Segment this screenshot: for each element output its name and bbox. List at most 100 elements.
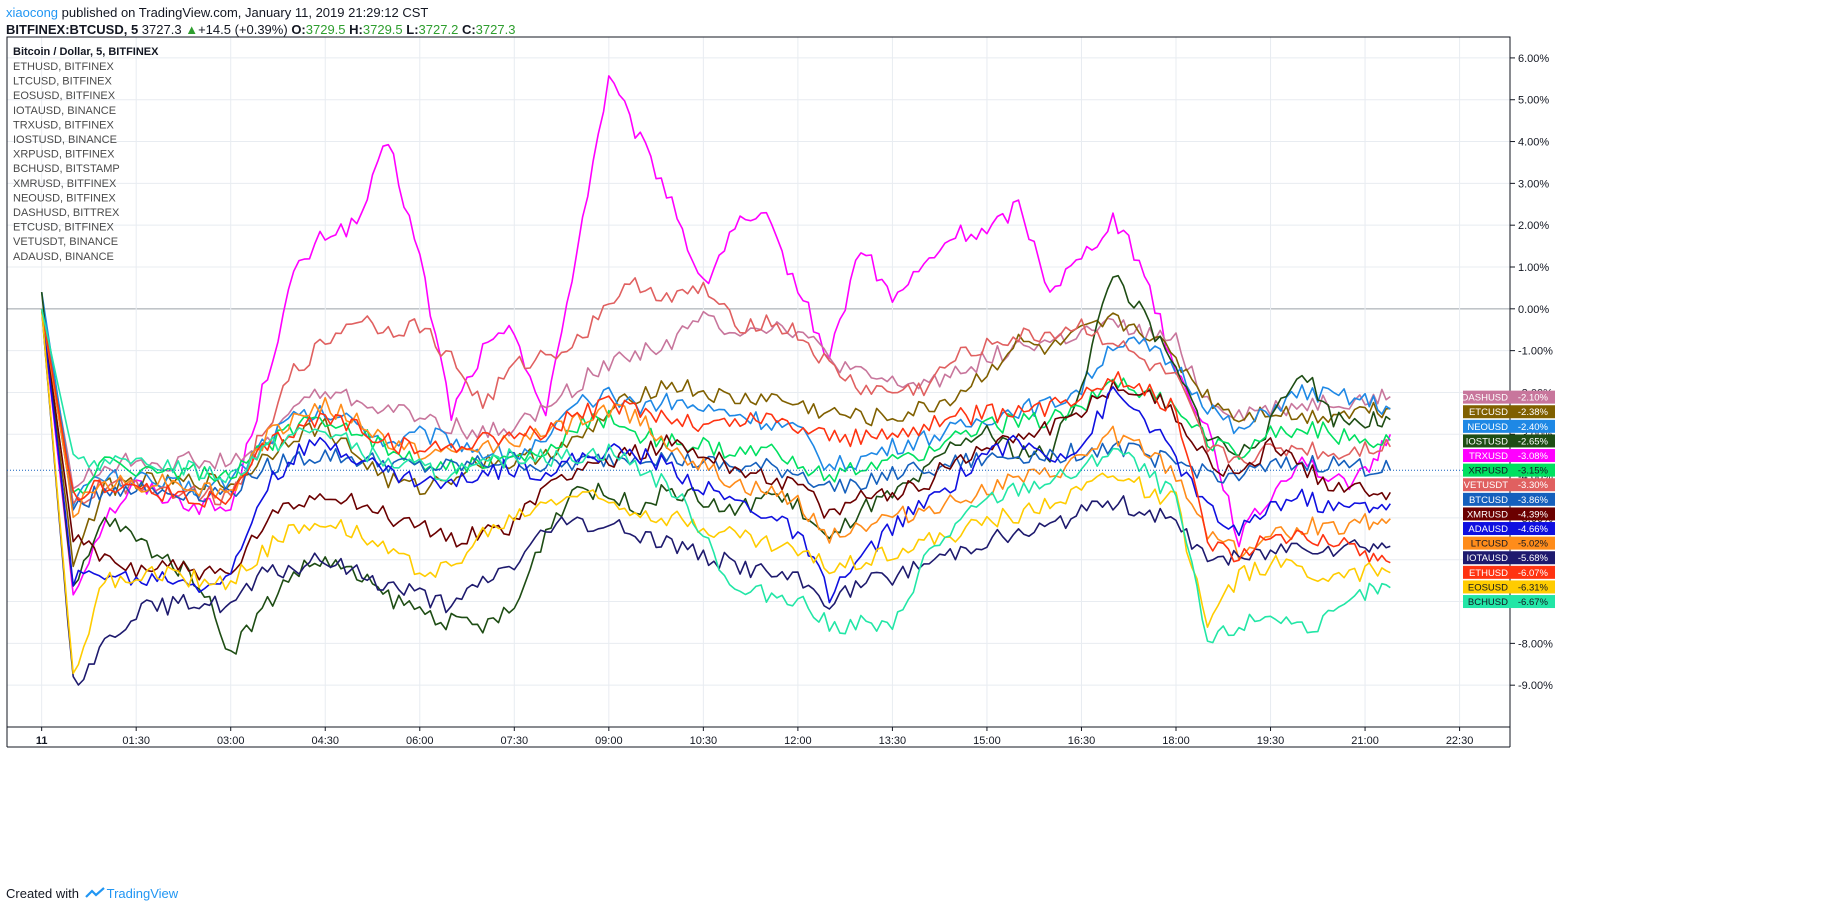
- x-tick-label: 15:00: [973, 735, 1001, 747]
- value-label-bg: [1463, 565, 1555, 579]
- y-tick-label: 4.00%: [1518, 137, 1549, 149]
- legend-item: ADAUSD, BINANCE: [13, 251, 114, 263]
- series-line-btcusd: [40, 308, 1392, 511]
- series-lines: [40, 75, 1392, 686]
- value-label-name: DASHUSD: [1462, 393, 1509, 404]
- created-with-text: Created with: [6, 886, 79, 901]
- close-value: 3727.3: [475, 22, 516, 37]
- x-tick-label: 07:30: [501, 735, 529, 747]
- y-tick-label: -1.00%: [1518, 346, 1553, 358]
- value-label-iostusd: IOSTUSD -2.65%: [1463, 434, 1555, 448]
- y-tick-label: 1.00%: [1518, 262, 1549, 274]
- x-tick-label: 16:30: [1068, 735, 1096, 747]
- ohlc-line: BITFINEX:BTCUSD, 5 3727.3 ▲+14.5 (+0.39%…: [6, 21, 515, 38]
- open-label: O:: [291, 22, 306, 37]
- value-label-name: XRPUSD: [1468, 466, 1508, 477]
- series-line-bchusd: [40, 308, 1391, 644]
- x-tick-label: 10:30: [690, 735, 718, 747]
- value-label-value: -5.02%: [1518, 539, 1549, 550]
- tradingview-link[interactable]: TradingView: [106, 886, 179, 901]
- y-tick-label: 6.00%: [1518, 53, 1549, 65]
- x-tick-label: 06:00: [406, 735, 434, 747]
- series-line-dashusd: [40, 308, 1391, 490]
- value-label-bg: [1463, 449, 1555, 463]
- value-label-name: IOTAUSD: [1466, 553, 1508, 564]
- value-label-name: TRXUSD: [1469, 451, 1508, 462]
- open-value: 3729.5: [305, 22, 346, 37]
- value-label-bg: [1463, 551, 1555, 565]
- series-line-ethusd: [40, 308, 1391, 564]
- value-label-xmrusd: XMRUSD -4.39%: [1463, 507, 1555, 521]
- x-tick-label: 18:00: [1162, 735, 1190, 747]
- legend-item: NEOUSD, BITFINEX: [13, 192, 116, 204]
- price-change: +14.5 (+0.39%): [198, 22, 288, 37]
- legend-item: XRPUSD, BITFINEX: [13, 149, 115, 161]
- x-tick-label: 01:30: [122, 735, 150, 747]
- value-label-bg: [1463, 492, 1555, 506]
- y-tick-label: 0.00%: [1518, 304, 1549, 316]
- high-value: 3729.5: [362, 22, 403, 37]
- value-label-name: ETHUSD: [1469, 568, 1508, 579]
- up-arrow-icon: ▲: [185, 22, 199, 37]
- x-tick-label: 22:30: [1446, 735, 1474, 747]
- value-label-ethusd: ETHUSD -6.07%: [1463, 565, 1555, 579]
- value-label-bg: [1463, 434, 1555, 448]
- value-label-name: XMRUSD: [1467, 509, 1508, 520]
- value-label-value: -3.15%: [1518, 466, 1549, 477]
- series-value-labels: DASHUSD -2.10%ETCUSD -2.38%NEOUSD -2.40%IOS…: [1462, 390, 1555, 609]
- chart-header: xiaocong published on TradingView.com, J…: [6, 4, 515, 38]
- value-label-value: -6.31%: [1518, 582, 1549, 593]
- symbol-label: BITFINEX:BTCUSD, 5: [6, 22, 139, 37]
- series-line-trxusd: [40, 75, 1392, 596]
- low-value: 3727.2: [418, 22, 459, 37]
- value-label-name: BCHUSD: [1468, 597, 1508, 608]
- value-label-bchusd: BCHUSD -6.67%: [1463, 595, 1555, 609]
- value-label-bg: [1463, 522, 1555, 536]
- value-label-value: -2.40%: [1518, 422, 1549, 433]
- series-line-xmrusd: [40, 308, 1391, 581]
- value-label-vetusdt: VETUSDT -3.30%: [1463, 478, 1555, 492]
- series-line-iostusd: [40, 274, 1391, 655]
- value-label-bg: [1463, 478, 1555, 492]
- value-label-value: -2.10%: [1518, 393, 1549, 404]
- plot-frame: [6, 36, 1511, 728]
- high-label: H:: [349, 22, 363, 37]
- y-tick-label: 5.00%: [1518, 95, 1549, 107]
- grid: [7, 37, 1510, 727]
- low-label: L:: [406, 22, 419, 37]
- value-label-name: ETCUSD: [1469, 407, 1508, 418]
- series-line-adausd: [40, 308, 1391, 604]
- value-label-name: EOSUSD: [1468, 582, 1508, 593]
- published-text: published on TradingView.com, January 11…: [61, 5, 429, 20]
- x-tick-label: 09:00: [595, 735, 623, 747]
- legend-item: EOSUSD, BITFINEX: [13, 90, 116, 102]
- chart-title: Bitcoin / Dollar, 5, BITFINEX: [13, 46, 159, 58]
- value-label-value: -5.68%: [1518, 553, 1549, 564]
- legend-item: DASHUSD, BITTREX: [13, 207, 120, 219]
- value-label-neousd: NEOUSD -2.40%: [1463, 419, 1555, 433]
- series-line-eosusd: [40, 308, 1391, 675]
- y-tick-label: 3.00%: [1518, 178, 1549, 190]
- value-label-etcusd: ETCUSD -2.38%: [1463, 405, 1555, 419]
- series-line-etcusd: [40, 308, 1391, 568]
- value-label-name: VETUSDT: [1464, 480, 1509, 491]
- legend-item: TRXUSD, BITFINEX: [13, 119, 115, 131]
- author-link[interactable]: xiaocong: [6, 5, 59, 20]
- value-label-value: -3.08%: [1518, 451, 1549, 462]
- value-label-bg: [1463, 595, 1555, 609]
- value-label-value: -4.39%: [1518, 509, 1549, 520]
- value-label-value: -2.65%: [1518, 436, 1549, 447]
- value-label-value: -3.86%: [1518, 495, 1549, 506]
- x-tick-label: 13:30: [879, 735, 907, 747]
- x-tick-label: 21:00: [1351, 735, 1379, 747]
- value-label-dashusd: DASHUSD -2.10%: [1462, 390, 1555, 404]
- x-tick-label: 11: [36, 735, 48, 747]
- value-label-adausd: ADAUSD -4.66%: [1463, 522, 1555, 536]
- value-label-btcusd: BTCUSD -3.86%: [1463, 492, 1555, 506]
- y-tick-label: 2.00%: [1518, 220, 1549, 232]
- x-tick-label: 04:30: [311, 735, 339, 747]
- last-price: 3727.3: [141, 22, 182, 37]
- value-label-bg: [1463, 536, 1555, 550]
- value-label-bg: [1463, 419, 1555, 433]
